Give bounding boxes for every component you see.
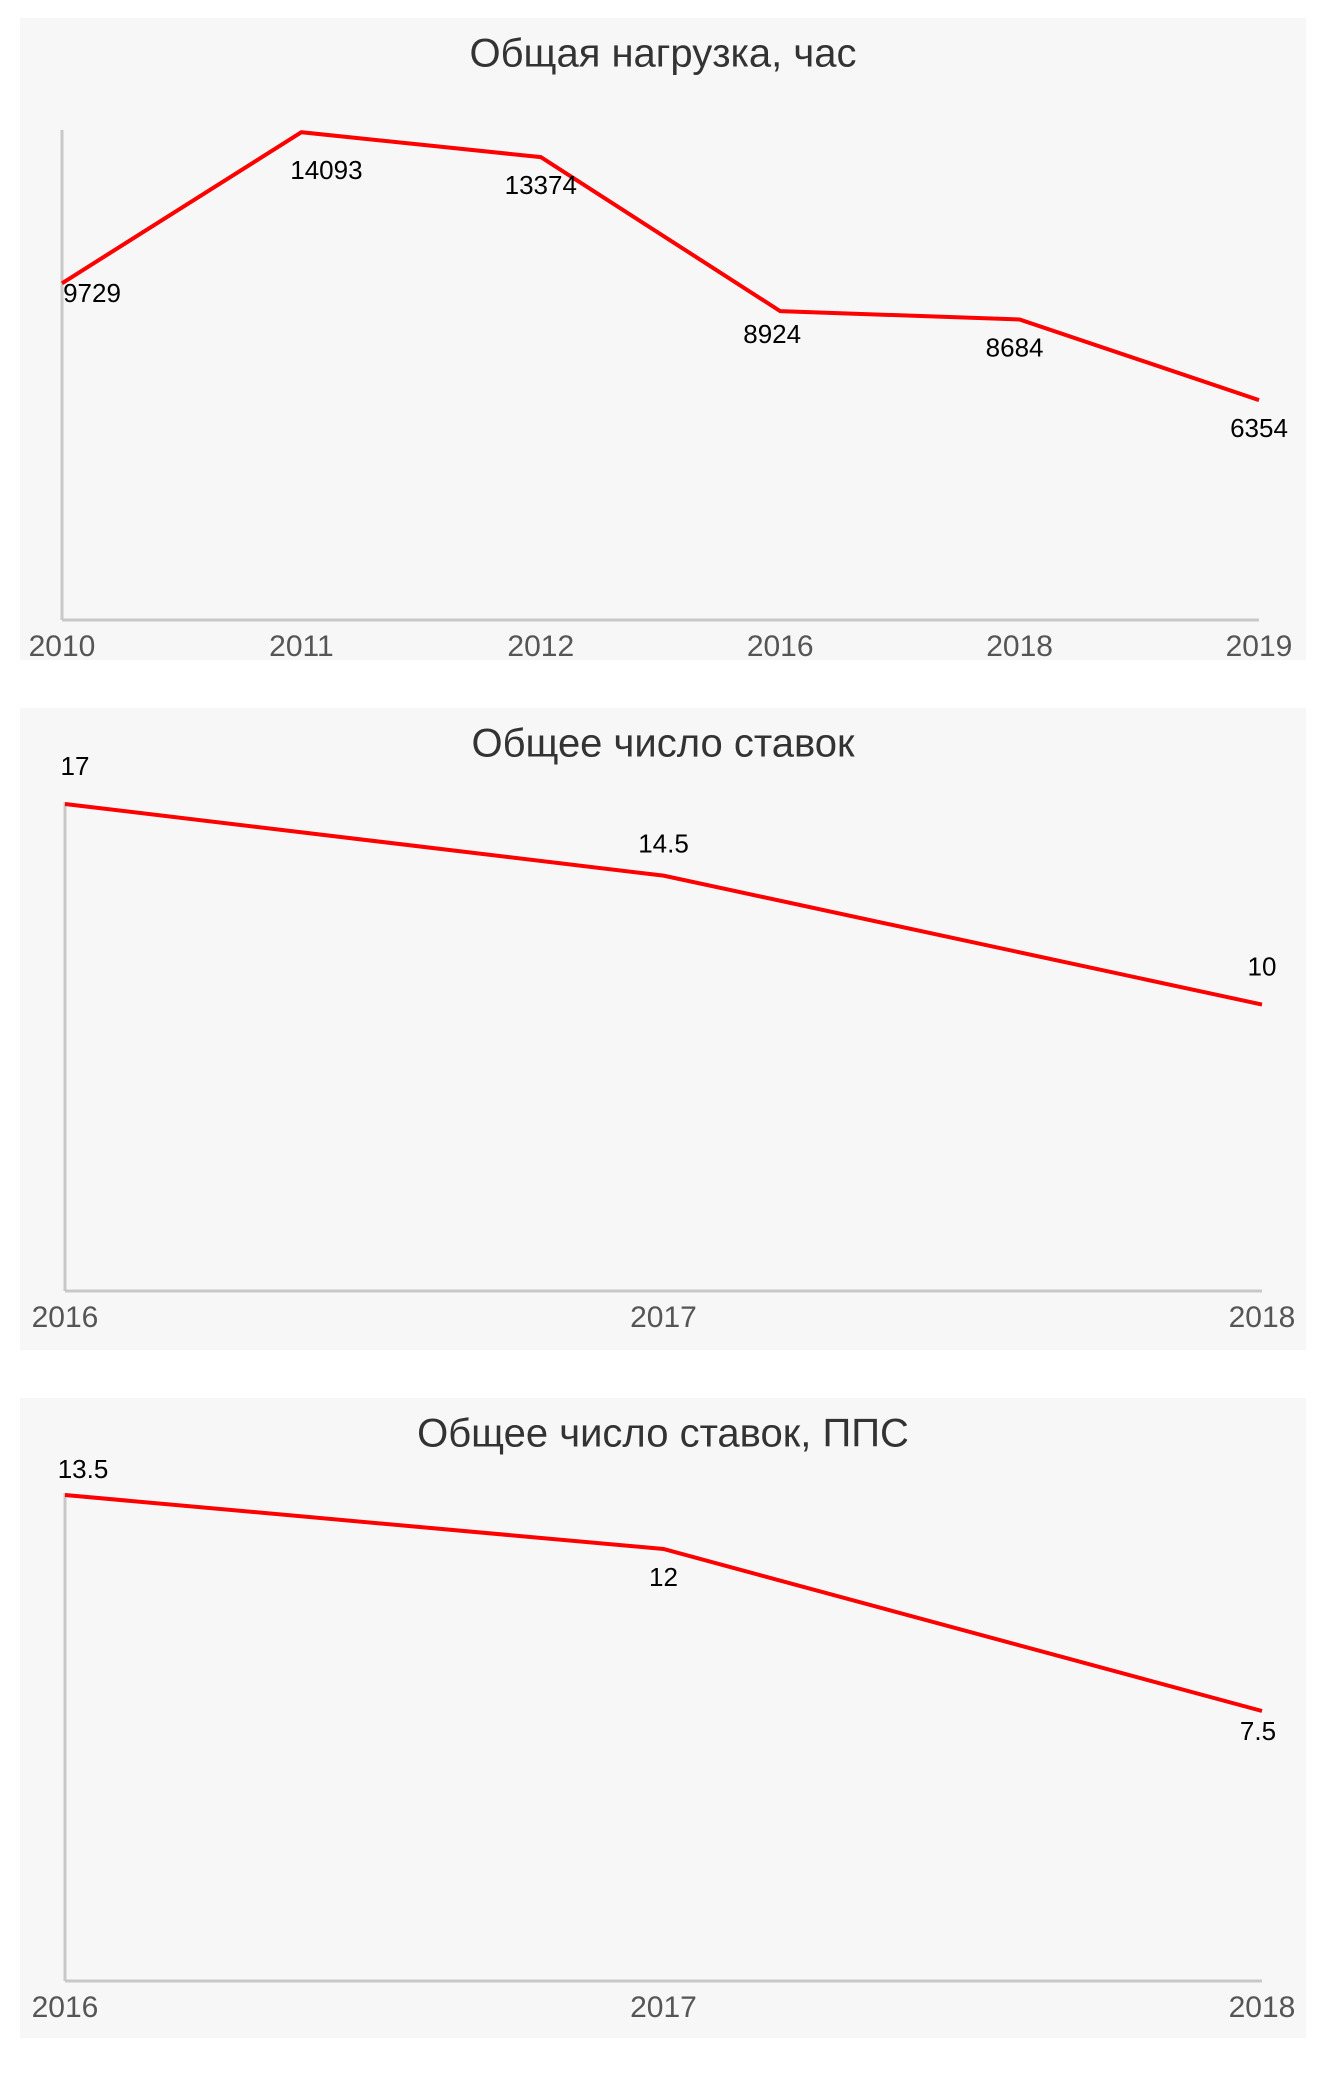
data-line (64, 802, 1263, 1007)
x-tick-label: 2016 (747, 630, 814, 660)
x-tick-label: 2016 (32, 1301, 99, 1334)
x-tick-label: 2018 (986, 630, 1053, 660)
data-label: 14093 (290, 155, 362, 185)
chart-title: Общая нагрузка, час (470, 32, 857, 76)
data-label: 9729 (63, 278, 121, 308)
x-tick-label: 2018 (1229, 1301, 1296, 1334)
data-line (60, 130, 1260, 402)
chart-background (20, 18, 1306, 660)
x-tick-label: 2019 (1226, 630, 1293, 660)
chart: Общее число ставок 2016 2017 2018 17 14.5 10 (20, 708, 1306, 1350)
x-tick-label: 2017 (630, 1991, 697, 2024)
data-line (64, 1493, 1263, 1713)
data-label: 13374 (505, 170, 577, 200)
chart-title: Общее число ставок, ППС (417, 1412, 909, 1456)
data-label: 13.5 (58, 1454, 109, 1484)
x-tick-label: 2011 (269, 630, 334, 660)
data-label: 10 (1248, 951, 1277, 981)
x-tick-label: 2017 (630, 1301, 697, 1334)
data-label: 6354 (1230, 413, 1288, 443)
chart-title: Общее число ставок (471, 722, 855, 766)
x-tick-label: 2012 (507, 630, 574, 660)
data-label: 14.5 (638, 828, 689, 858)
x-tick-label: 2016 (32, 1991, 99, 2024)
chart: Общая нагрузка, час 2010 2011 2012 2016 2018 2… (20, 18, 1306, 660)
x-tick-label: 2010 (29, 630, 96, 660)
chart: Общее число ставок, ППС 2016 2017 2018 13.5 1… (20, 1398, 1306, 2038)
chart-background (20, 1398, 1306, 2038)
data-label: 12 (649, 1562, 678, 1592)
x-tick-label: 2018 (1229, 1991, 1296, 2024)
data-label: 7.5 (1240, 1716, 1276, 1746)
chart-background (20, 708, 1306, 1350)
data-label: 8924 (743, 319, 801, 349)
data-label: 17 (61, 751, 90, 781)
data-label: 8684 (986, 332, 1044, 362)
